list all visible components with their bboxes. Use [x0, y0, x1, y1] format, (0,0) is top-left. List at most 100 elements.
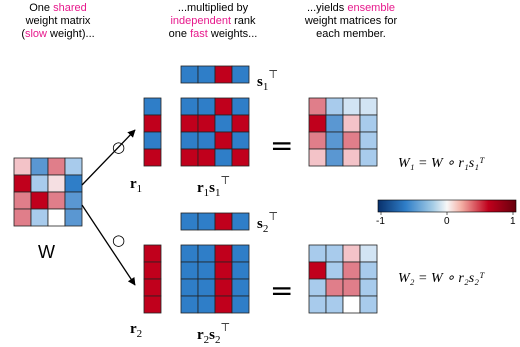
- matrix-cell: [231, 97, 250, 116]
- matrix-cell: [325, 244, 344, 263]
- fast-weight-vector-r2: [143, 244, 162, 314]
- matrix-cell: [30, 157, 49, 176]
- matrix-cell: [231, 295, 250, 314]
- matrix-cell: [197, 131, 216, 150]
- matrix-cell: [342, 148, 361, 167]
- matrix-cell: [308, 278, 327, 297]
- matrix-cell: [143, 278, 162, 297]
- matrix-cell: [308, 244, 327, 263]
- ensemble-matrix-W2: [308, 244, 378, 314]
- matrix-cell: [308, 148, 327, 167]
- matrix-cell: [214, 261, 233, 280]
- matrix-cell: [64, 174, 83, 193]
- matrix-cell: [342, 261, 361, 280]
- caption-ensemble: ...yields ensemble weight matrices for e…: [296, 2, 406, 41]
- rank-one-matrix-r2s2: [180, 244, 250, 314]
- matrix-cell: [325, 295, 344, 314]
- caption-right-line1: ...yields ensemble: [306, 2, 396, 14]
- matrix-cell: [197, 65, 216, 84]
- matrix-cell: [359, 244, 378, 263]
- matrix-cell: [342, 114, 361, 133]
- colorbar: [377, 199, 517, 213]
- matrix-cell: [13, 191, 32, 210]
- matrix-cell: [47, 174, 66, 193]
- caption-left-line1: One shared: [29, 2, 87, 14]
- matrix-cell: [359, 295, 378, 314]
- ensemble-matrix-W1: [308, 97, 378, 167]
- matrix-cell: [180, 114, 199, 133]
- matrix-cell: [214, 278, 233, 297]
- matrix-cell: [325, 97, 344, 116]
- equation-W1: W₁ = W ∘ r₁s₁ᵀ: [398, 156, 485, 171]
- matrix-cell: [214, 295, 233, 314]
- matrix-cell: [197, 278, 216, 297]
- hadamard-operator-1: ○: [112, 138, 125, 156]
- r1-label: r1: [130, 176, 142, 195]
- equals-sign-2: =: [270, 274, 293, 307]
- matrix-cell: [180, 212, 199, 231]
- matrix-cell: [214, 212, 233, 231]
- caption-right-line2: weight matrices for: [304, 15, 398, 27]
- matrix-cell: [308, 97, 327, 116]
- equation-W2: W₂ = W ∘ r₂s₂ᵀ: [398, 271, 485, 286]
- matrix-cell: [214, 97, 233, 116]
- matrix-cell: [342, 131, 361, 150]
- colorbar-label-neg1: -1: [376, 216, 385, 227]
- r2s2-label: r2s2⊤: [197, 322, 230, 346]
- matrix-cell: [325, 148, 344, 167]
- equals-sign-1: =: [270, 129, 293, 162]
- matrix-cell: [13, 208, 32, 227]
- matrix-cell: [47, 157, 66, 176]
- matrix-cell: [308, 295, 327, 314]
- arrow-to-member-1: [81, 129, 136, 186]
- matrix-cell: [231, 148, 250, 167]
- caption-left-line2: weight matrix: [25, 15, 91, 27]
- r1s1-label: r1s1⊤: [197, 175, 230, 199]
- matrix-cell: [231, 114, 250, 133]
- matrix-cell: [197, 148, 216, 167]
- fast-weight-vector-r1: [143, 97, 162, 167]
- matrix-cell: [64, 157, 83, 176]
- matrix-cell: [64, 208, 83, 227]
- matrix-cell: [231, 244, 250, 263]
- matrix-cell: [180, 244, 199, 263]
- matrix-cell: [325, 261, 344, 280]
- matrix-cell: [180, 295, 199, 314]
- matrix-cell: [197, 295, 216, 314]
- matrix-cell: [214, 131, 233, 150]
- matrix-cell: [308, 114, 327, 133]
- matrix-cell: [214, 244, 233, 263]
- matrix-cell: [143, 131, 162, 150]
- s2-label: s2⊤: [257, 211, 278, 235]
- matrix-cell: [143, 261, 162, 280]
- caption-right-line3: each member.: [316, 28, 386, 40]
- matrix-cell: [197, 97, 216, 116]
- W-label: W: [38, 242, 55, 262]
- matrix-cell: [342, 295, 361, 314]
- matrix-cell: [197, 114, 216, 133]
- caption-middle-line1: ...multiplied by: [177, 2, 249, 14]
- matrix-cell: [197, 212, 216, 231]
- matrix-cell: [308, 261, 327, 280]
- matrix-cell: [180, 65, 199, 84]
- matrix-cell: [231, 65, 250, 84]
- fast-weight-vector-s1: [180, 65, 250, 84]
- matrix-cell: [214, 114, 233, 133]
- matrix-cell: [325, 114, 344, 133]
- colorbar-label-1: 1: [510, 216, 516, 227]
- matrix-cell: [197, 261, 216, 280]
- r2-label: r2: [130, 321, 142, 340]
- matrix-cell: [143, 114, 162, 133]
- rank-one-matrix-r1s1: [180, 97, 250, 167]
- matrix-cell: [47, 208, 66, 227]
- matrix-cell: [231, 261, 250, 280]
- matrix-cell: [30, 191, 49, 210]
- matrix-cell: [231, 212, 250, 231]
- matrix-cell: [325, 278, 344, 297]
- arrow-to-member-2: [81, 204, 136, 286]
- matrix-cell: [359, 97, 378, 116]
- matrix-cell: [30, 208, 49, 227]
- caption-shared-weight: One shared weight matrix (slow weight)..…: [18, 2, 98, 41]
- matrix-cell: [13, 174, 32, 193]
